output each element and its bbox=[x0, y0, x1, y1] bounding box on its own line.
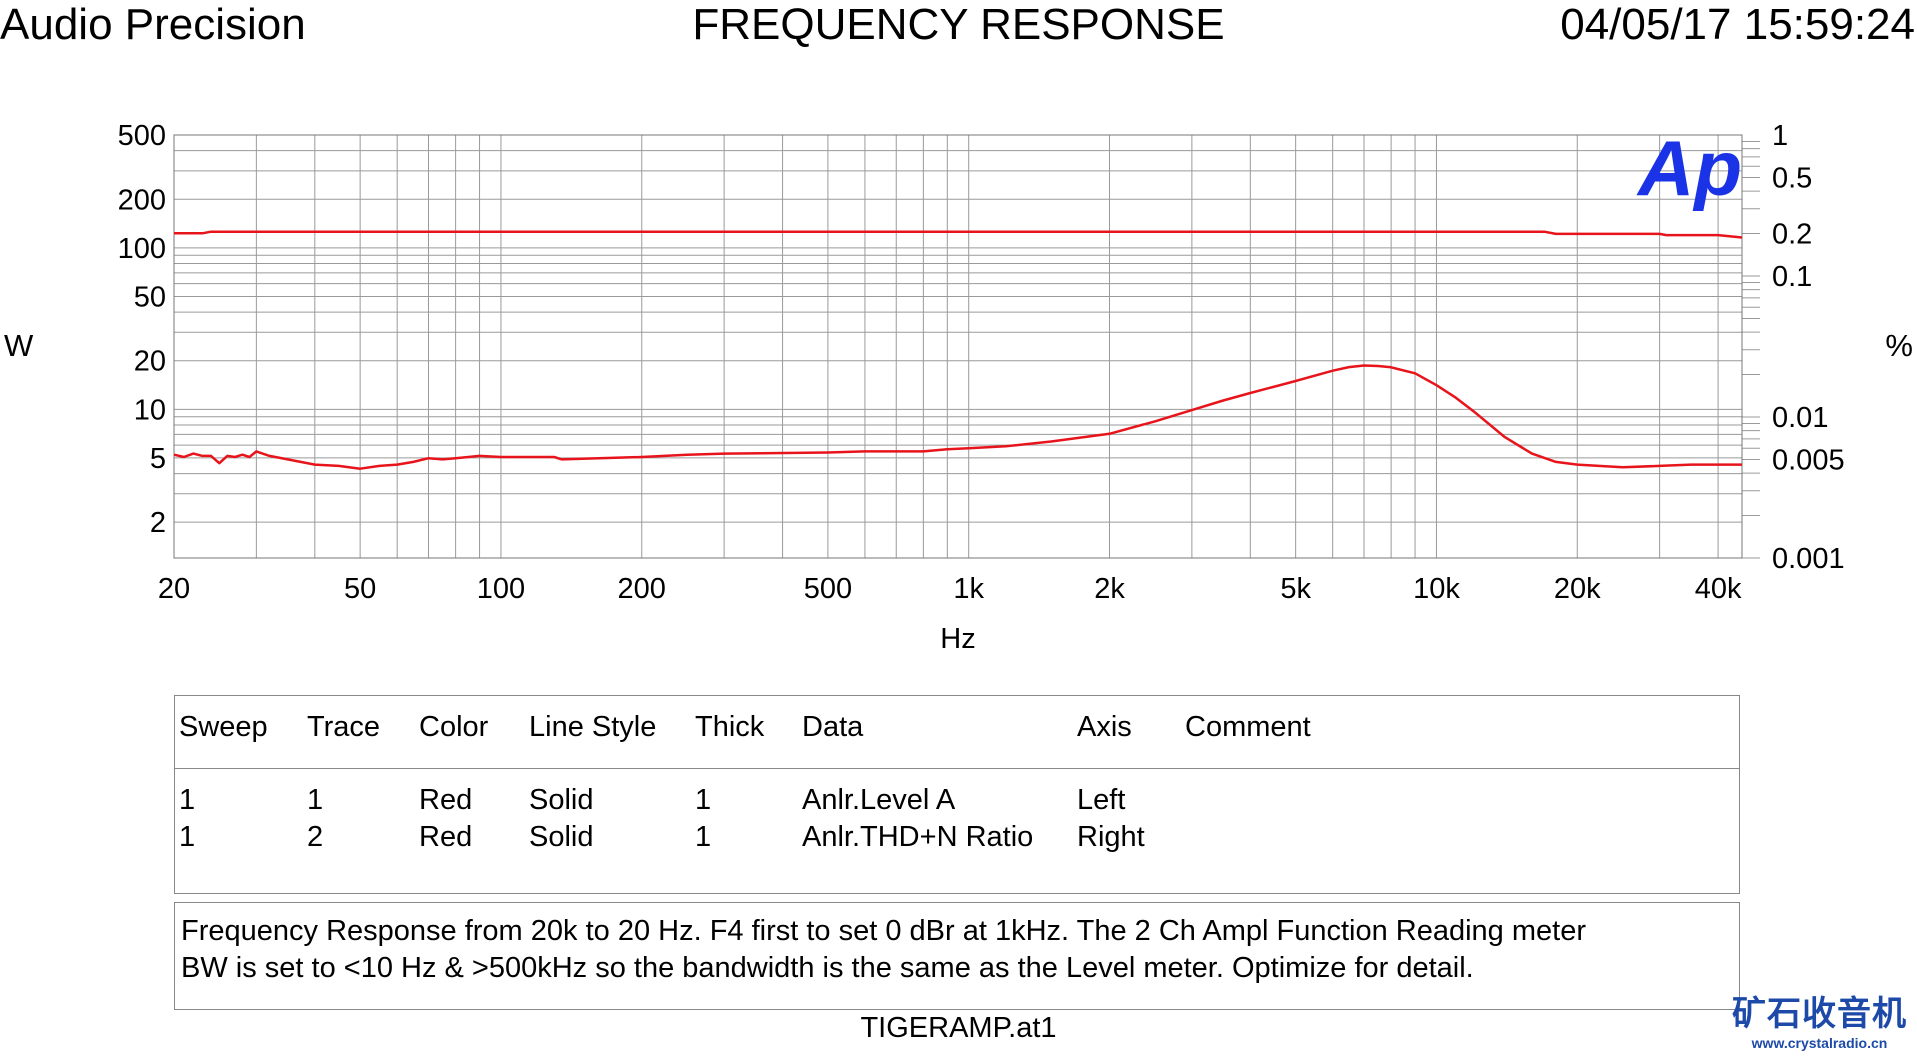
legend-cell: Right bbox=[1077, 821, 1145, 853]
series-line-1 bbox=[174, 230, 1743, 239]
legend-table: Sweep Trace Color Line Style Thick Data Axis Co… bbox=[174, 695, 1740, 894]
chart-series bbox=[173, 230, 1743, 470]
x-tick-label: 200 bbox=[618, 573, 666, 605]
frequency-response-chart: 20 50 100 200 500 1k 2k 5k 10k 20k 40k 500 200 100 50 2… bbox=[118, 120, 1845, 655]
y-right-tick-label: 0.5 bbox=[1772, 162, 1812, 194]
legend-cell: Sweep bbox=[179, 711, 268, 743]
y-right-tick-label: 1 bbox=[1772, 120, 1788, 152]
legend-cell: 1 bbox=[695, 784, 712, 816]
y-right-tick-label: 0.001 bbox=[1772, 543, 1845, 575]
legend-cell: Color bbox=[419, 711, 489, 743]
legend-cell: Red bbox=[419, 784, 473, 816]
left-axis-unit: W bbox=[4, 328, 34, 363]
ap-logo: Ap bbox=[1636, 124, 1742, 212]
legend-cell: Trace bbox=[307, 711, 381, 743]
y-left-tick-label: 100 bbox=[118, 233, 166, 265]
y-left-tick-label: 10 bbox=[134, 394, 166, 426]
x-tick-label: 10k bbox=[1413, 573, 1460, 605]
y-right-tick-label: 0.1 bbox=[1772, 261, 1812, 293]
watermark-chinese: 矿石收音机 bbox=[1732, 994, 1907, 1034]
plot-frame bbox=[173, 134, 1743, 559]
legend-cell: Data bbox=[802, 711, 864, 743]
chart-grid bbox=[173, 134, 1760, 559]
legend-cell: Solid bbox=[529, 821, 594, 853]
series-line-2 bbox=[173, 364, 1742, 470]
x-tick-label: 20 bbox=[158, 573, 190, 605]
chart-title: FREQUENCY RESPONSE bbox=[692, 0, 1225, 49]
y-left-tick-label: 20 bbox=[134, 346, 166, 378]
legend-cell: 1 bbox=[179, 784, 196, 816]
x-tick-label: 100 bbox=[477, 573, 525, 605]
y-right-tick-label: 0.01 bbox=[1772, 402, 1828, 434]
legend-cell: Red bbox=[419, 821, 473, 853]
legend-cell: 1 bbox=[179, 821, 196, 853]
header-timestamp: 04/05/17 15:59:24 bbox=[1560, 0, 1915, 49]
legend-divider bbox=[175, 768, 1739, 769]
legend-cell: Line Style bbox=[529, 711, 657, 743]
y-left-tick-label: 5 bbox=[150, 443, 166, 475]
legend-cell: Comment bbox=[1185, 711, 1311, 743]
comment-line-2: BW is set to <10 Hz & >500kHz so the ban… bbox=[181, 952, 1474, 984]
y-left-tick-label: 2 bbox=[150, 507, 166, 539]
y-left-tick-label: 50 bbox=[134, 281, 166, 313]
x-tick-label: 500 bbox=[804, 573, 852, 605]
y-right-tick-label: 0.2 bbox=[1772, 219, 1812, 251]
ap-logo-text: Ap bbox=[1636, 124, 1742, 212]
watermark: 矿石收音机 www.crystalradio.cn bbox=[1732, 986, 1907, 1051]
x-tick-label: 1k bbox=[953, 573, 984, 605]
watermark-url: www.crystalradio.cn bbox=[1751, 1035, 1888, 1051]
right-axis-unit: % bbox=[1885, 328, 1913, 363]
x-tick-label: 50 bbox=[344, 573, 376, 605]
x-tick-label: 2k bbox=[1094, 573, 1125, 605]
chart-axes bbox=[173, 134, 1743, 559]
chart-tick-labels: 20 50 100 200 500 1k 2k 5k 10k 20k 40k 500 200 100 50 2… bbox=[118, 120, 1845, 655]
legend-cell: Anlr.THD+N Ratio bbox=[802, 821, 1034, 853]
legend-cell: Solid bbox=[529, 784, 594, 816]
x-tick-label: 5k bbox=[1280, 573, 1311, 605]
x-tick-label: 40k bbox=[1695, 573, 1742, 605]
legend-cell: Axis bbox=[1077, 711, 1132, 743]
comment-line-1: Frequency Response from 20k to 20 Hz. F4… bbox=[181, 915, 1586, 947]
header-brand: Audio Precision bbox=[0, 0, 306, 49]
legend-cell: Anlr.Level A bbox=[802, 784, 956, 816]
x-tick-label: 20k bbox=[1554, 573, 1601, 605]
legend-cell: 1 bbox=[695, 821, 712, 853]
comment-box: Frequency Response from 20k to 20 Hz. F4… bbox=[174, 902, 1740, 1010]
legend-cell: 2 bbox=[307, 821, 324, 853]
legend-cell: 1 bbox=[307, 784, 324, 816]
file-name: TIGERAMP.at1 bbox=[860, 1012, 1057, 1044]
legend-cell: Left bbox=[1077, 784, 1126, 816]
y-left-tick-label: 500 bbox=[118, 120, 166, 152]
legend-cell: Thick bbox=[695, 711, 765, 743]
y-right-tick-label: 0.005 bbox=[1772, 444, 1845, 476]
y-left-tick-label: 200 bbox=[118, 184, 166, 216]
x-axis-label: Hz bbox=[940, 623, 975, 655]
